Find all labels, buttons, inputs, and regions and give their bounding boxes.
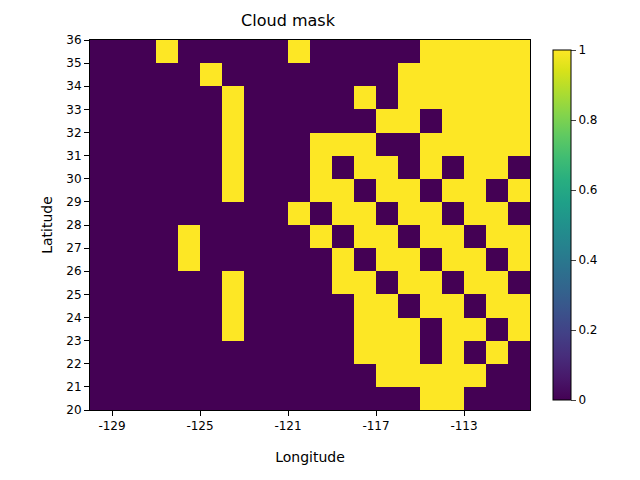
svg-text:-117: -117 [362, 419, 389, 433]
svg-text:33: 33 [66, 103, 81, 117]
svg-text:30: 30 [66, 172, 81, 186]
svg-text:27: 27 [66, 241, 81, 255]
svg-text:Longitude: Longitude [275, 449, 345, 465]
svg-text:0.2: 0.2 [578, 323, 597, 337]
svg-text:23: 23 [66, 334, 81, 348]
svg-text:0.4: 0.4 [578, 253, 597, 267]
svg-text:1: 1 [578, 43, 586, 57]
svg-text:25: 25 [66, 288, 81, 302]
svg-text:0.8: 0.8 [578, 113, 597, 127]
svg-text:34: 34 [66, 79, 81, 93]
svg-text:35: 35 [66, 56, 81, 70]
svg-text:-125: -125 [186, 419, 213, 433]
svg-text:Latitude: Latitude [39, 196, 55, 254]
svg-text:Cloud mask: Cloud mask [241, 11, 336, 30]
svg-text:0: 0 [578, 393, 586, 407]
svg-text:-129: -129 [98, 419, 125, 433]
svg-text:29: 29 [66, 195, 81, 209]
svg-text:21: 21 [66, 380, 81, 394]
svg-text:-121: -121 [274, 419, 301, 433]
svg-text:0.6: 0.6 [578, 183, 597, 197]
svg-text:36: 36 [66, 33, 81, 47]
svg-text:31: 31 [66, 149, 81, 163]
svg-text:32: 32 [66, 126, 81, 140]
svg-text:22: 22 [66, 357, 81, 371]
svg-text:24: 24 [66, 311, 81, 325]
svg-text:26: 26 [66, 264, 81, 278]
svg-text:20: 20 [66, 403, 81, 417]
svg-text:28: 28 [66, 218, 81, 232]
svg-text:-113: -113 [450, 419, 477, 433]
